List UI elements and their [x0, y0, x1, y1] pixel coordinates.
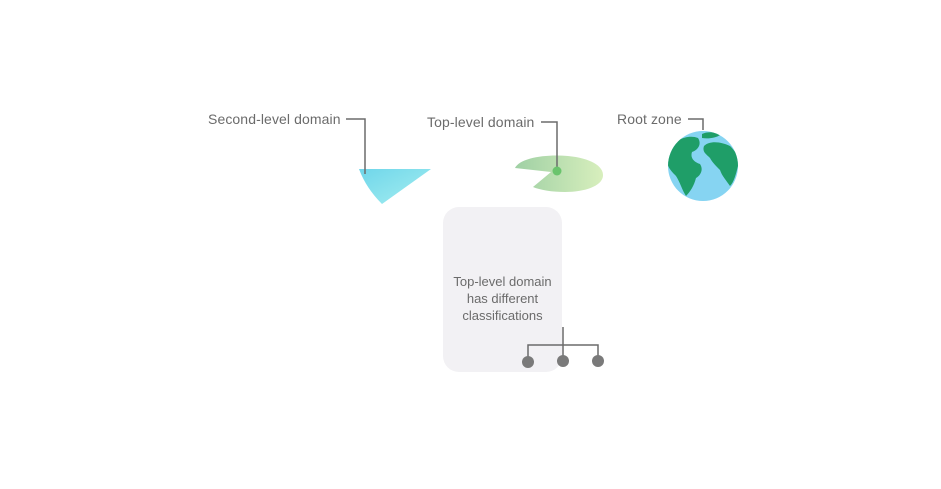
classification-line-1: Top-level domain	[453, 274, 552, 289]
root-zone-label: Root zone	[617, 111, 682, 127]
globe-icon	[668, 131, 738, 201]
top-level-leader	[541, 121, 558, 170]
second-level-domain-label: Second-level domain	[208, 111, 341, 127]
tree-node-left	[522, 356, 534, 368]
classification-line-2: has different	[466, 291, 539, 306]
top-level-domain-label: Top-level domain	[427, 114, 535, 130]
top-level-dot	[552, 166, 562, 176]
root-zone-leader	[688, 118, 704, 130]
classification-text: Top-level domain has different classific…	[443, 273, 562, 324]
cone-slice-icon	[359, 169, 431, 204]
second-level-leader	[346, 118, 366, 174]
tree-node-right	[592, 355, 604, 367]
classification-line-3: classifications	[462, 308, 543, 323]
tree-node-middle	[557, 355, 569, 367]
